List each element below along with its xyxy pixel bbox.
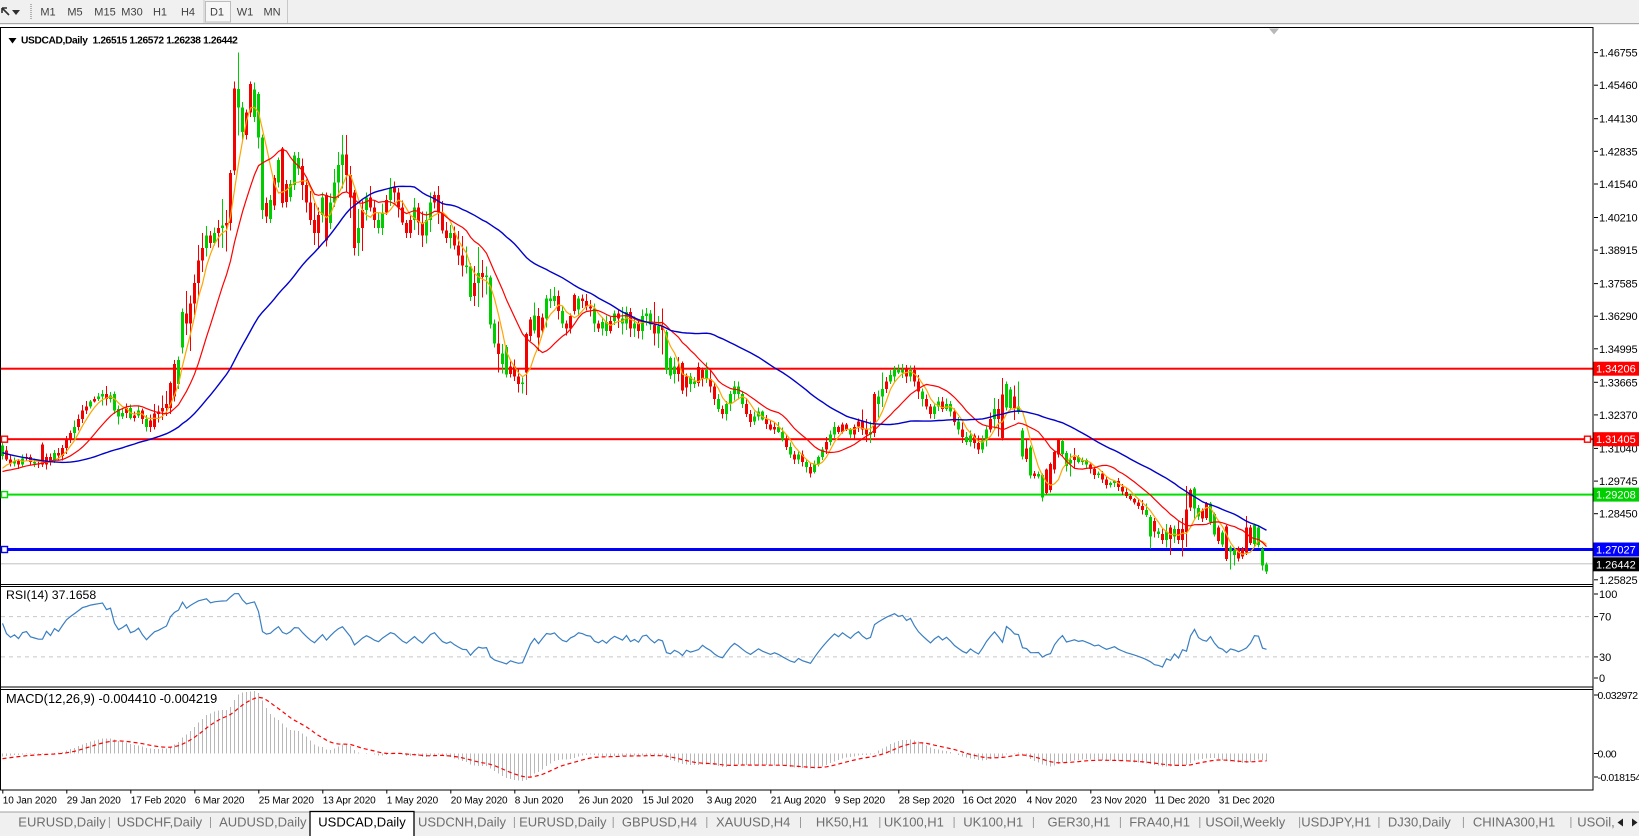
- svg-text:8 Jun 2020: 8 Jun 2020: [515, 796, 564, 807]
- svg-text:AUDUSD,Daily: AUDUSD,Daily: [219, 815, 307, 830]
- svg-text:26 Jun 2020: 26 Jun 2020: [579, 796, 633, 807]
- svg-text:M5: M5: [67, 7, 82, 19]
- svg-text:W1: W1: [237, 7, 254, 19]
- svg-text:10 Jan 2020: 10 Jan 2020: [3, 796, 57, 807]
- svg-text:1.38915: 1.38915: [1599, 245, 1637, 257]
- svg-text:USDCHF,Daily: USDCHF,Daily: [117, 815, 203, 830]
- svg-text:XAUUSD,H4: XAUUSD,H4: [716, 815, 790, 830]
- svg-text:4 Nov 2020: 4 Nov 2020: [1027, 796, 1078, 807]
- svg-text:70: 70: [1599, 612, 1611, 624]
- svg-text:1.36290: 1.36290: [1599, 311, 1637, 323]
- svg-text:M30: M30: [121, 7, 142, 19]
- svg-text:USDCAD,Daily: USDCAD,Daily: [318, 815, 406, 830]
- svg-text:M1: M1: [40, 7, 55, 19]
- svg-text:1.32370: 1.32370: [1599, 410, 1637, 422]
- svg-text:UK100,H1: UK100,H1: [884, 815, 944, 830]
- svg-text:USDCAD,Daily 1.26515 1.26572: USDCAD,Daily 1.26515 1.26572 1.26238 1.2…: [21, 36, 238, 47]
- svg-text:16 Oct 2020: 16 Oct 2020: [963, 796, 1017, 807]
- svg-text:GER30,H1: GER30,H1: [1047, 815, 1110, 830]
- svg-text:1.29208: 1.29208: [1596, 490, 1636, 502]
- svg-text:1.26442: 1.26442: [1596, 559, 1636, 571]
- svg-text:1.31040: 1.31040: [1599, 443, 1637, 455]
- svg-text:25 Mar 2020: 25 Mar 2020: [259, 796, 315, 807]
- svg-text:9 Sep 2020: 9 Sep 2020: [835, 796, 886, 807]
- svg-text:1.46755: 1.46755: [1599, 48, 1637, 60]
- svg-text:1.28450: 1.28450: [1599, 509, 1637, 521]
- svg-text:13 Apr 2020: 13 Apr 2020: [323, 796, 376, 807]
- svg-text:M15: M15: [94, 7, 115, 19]
- svg-text:RSI(14) 37.1658: RSI(14) 37.1658: [6, 588, 96, 602]
- svg-text:1.40210: 1.40210: [1599, 213, 1637, 225]
- svg-text:MN: MN: [263, 7, 280, 19]
- svg-text:1.25825: 1.25825: [1599, 575, 1637, 587]
- svg-text:15 Jul 2020: 15 Jul 2020: [643, 796, 694, 807]
- svg-text:H1: H1: [153, 7, 167, 19]
- svg-text:GBPUSD,H4: GBPUSD,H4: [622, 815, 697, 830]
- svg-text:D1: D1: [210, 7, 224, 19]
- svg-text:20 May 2020: 20 May 2020: [451, 796, 508, 807]
- svg-text:USDJPY,H1: USDJPY,H1: [1301, 815, 1371, 830]
- svg-text:6 Mar 2020: 6 Mar 2020: [195, 796, 245, 807]
- svg-text:USOil,: USOil,: [1577, 815, 1615, 830]
- svg-text:30: 30: [1599, 652, 1611, 664]
- svg-text:HK50,H1: HK50,H1: [816, 815, 869, 830]
- svg-text:UK100,H1: UK100,H1: [963, 815, 1023, 830]
- svg-text:1.34206: 1.34206: [1596, 364, 1636, 376]
- svg-text:H4: H4: [181, 7, 195, 19]
- svg-text:1.31405: 1.31405: [1596, 434, 1636, 446]
- svg-text:21 Aug 2020: 21 Aug 2020: [771, 796, 827, 807]
- svg-text:1.34995: 1.34995: [1599, 344, 1637, 356]
- svg-text:28 Sep 2020: 28 Sep 2020: [899, 796, 955, 807]
- svg-text:0.00: 0.00: [1598, 749, 1617, 761]
- svg-text:31 Dec 2020: 31 Dec 2020: [1219, 796, 1275, 807]
- svg-text:1.33665: 1.33665: [1599, 377, 1637, 389]
- svg-text:29 Jan 2020: 29 Jan 2020: [67, 796, 121, 807]
- svg-text:1.41540: 1.41540: [1599, 179, 1637, 191]
- svg-text:FRA40,H1: FRA40,H1: [1129, 815, 1190, 830]
- svg-text:1.42835: 1.42835: [1599, 146, 1637, 158]
- svg-text:0.032972: 0.032972: [1598, 690, 1639, 702]
- svg-text:1.29745: 1.29745: [1599, 476, 1637, 488]
- svg-text:1 May 2020: 1 May 2020: [387, 796, 439, 807]
- svg-text:1.27027: 1.27027: [1596, 545, 1636, 557]
- svg-text:MACD(12,26,9) -0.004410 -0.004: MACD(12,26,9) -0.004410 -0.004219: [6, 691, 217, 706]
- svg-text:-0.018154: -0.018154: [1598, 772, 1639, 784]
- svg-text:1.44130: 1.44130: [1599, 114, 1637, 126]
- svg-text:USDCNH,Daily: USDCNH,Daily: [418, 815, 507, 830]
- svg-text:3 Aug 2020: 3 Aug 2020: [707, 796, 757, 807]
- svg-text:EURUSD,Daily: EURUSD,Daily: [18, 815, 106, 830]
- svg-text:EURUSD,Daily: EURUSD,Daily: [519, 815, 607, 830]
- svg-text:DJ30,Daily: DJ30,Daily: [1388, 815, 1451, 830]
- svg-text:CHINA300,H1: CHINA300,H1: [1473, 815, 1555, 830]
- svg-text:1.37585: 1.37585: [1599, 279, 1637, 291]
- svg-text:23 Nov 2020: 23 Nov 2020: [1091, 796, 1147, 807]
- svg-text:USOil,Weekly: USOil,Weekly: [1205, 815, 1285, 830]
- svg-text:11 Dec 2020: 11 Dec 2020: [1155, 796, 1210, 807]
- svg-text:0: 0: [1599, 673, 1605, 685]
- svg-text:17 Feb 2020: 17 Feb 2020: [131, 796, 187, 807]
- svg-text:1.45460: 1.45460: [1599, 80, 1637, 92]
- svg-text:100: 100: [1599, 589, 1617, 601]
